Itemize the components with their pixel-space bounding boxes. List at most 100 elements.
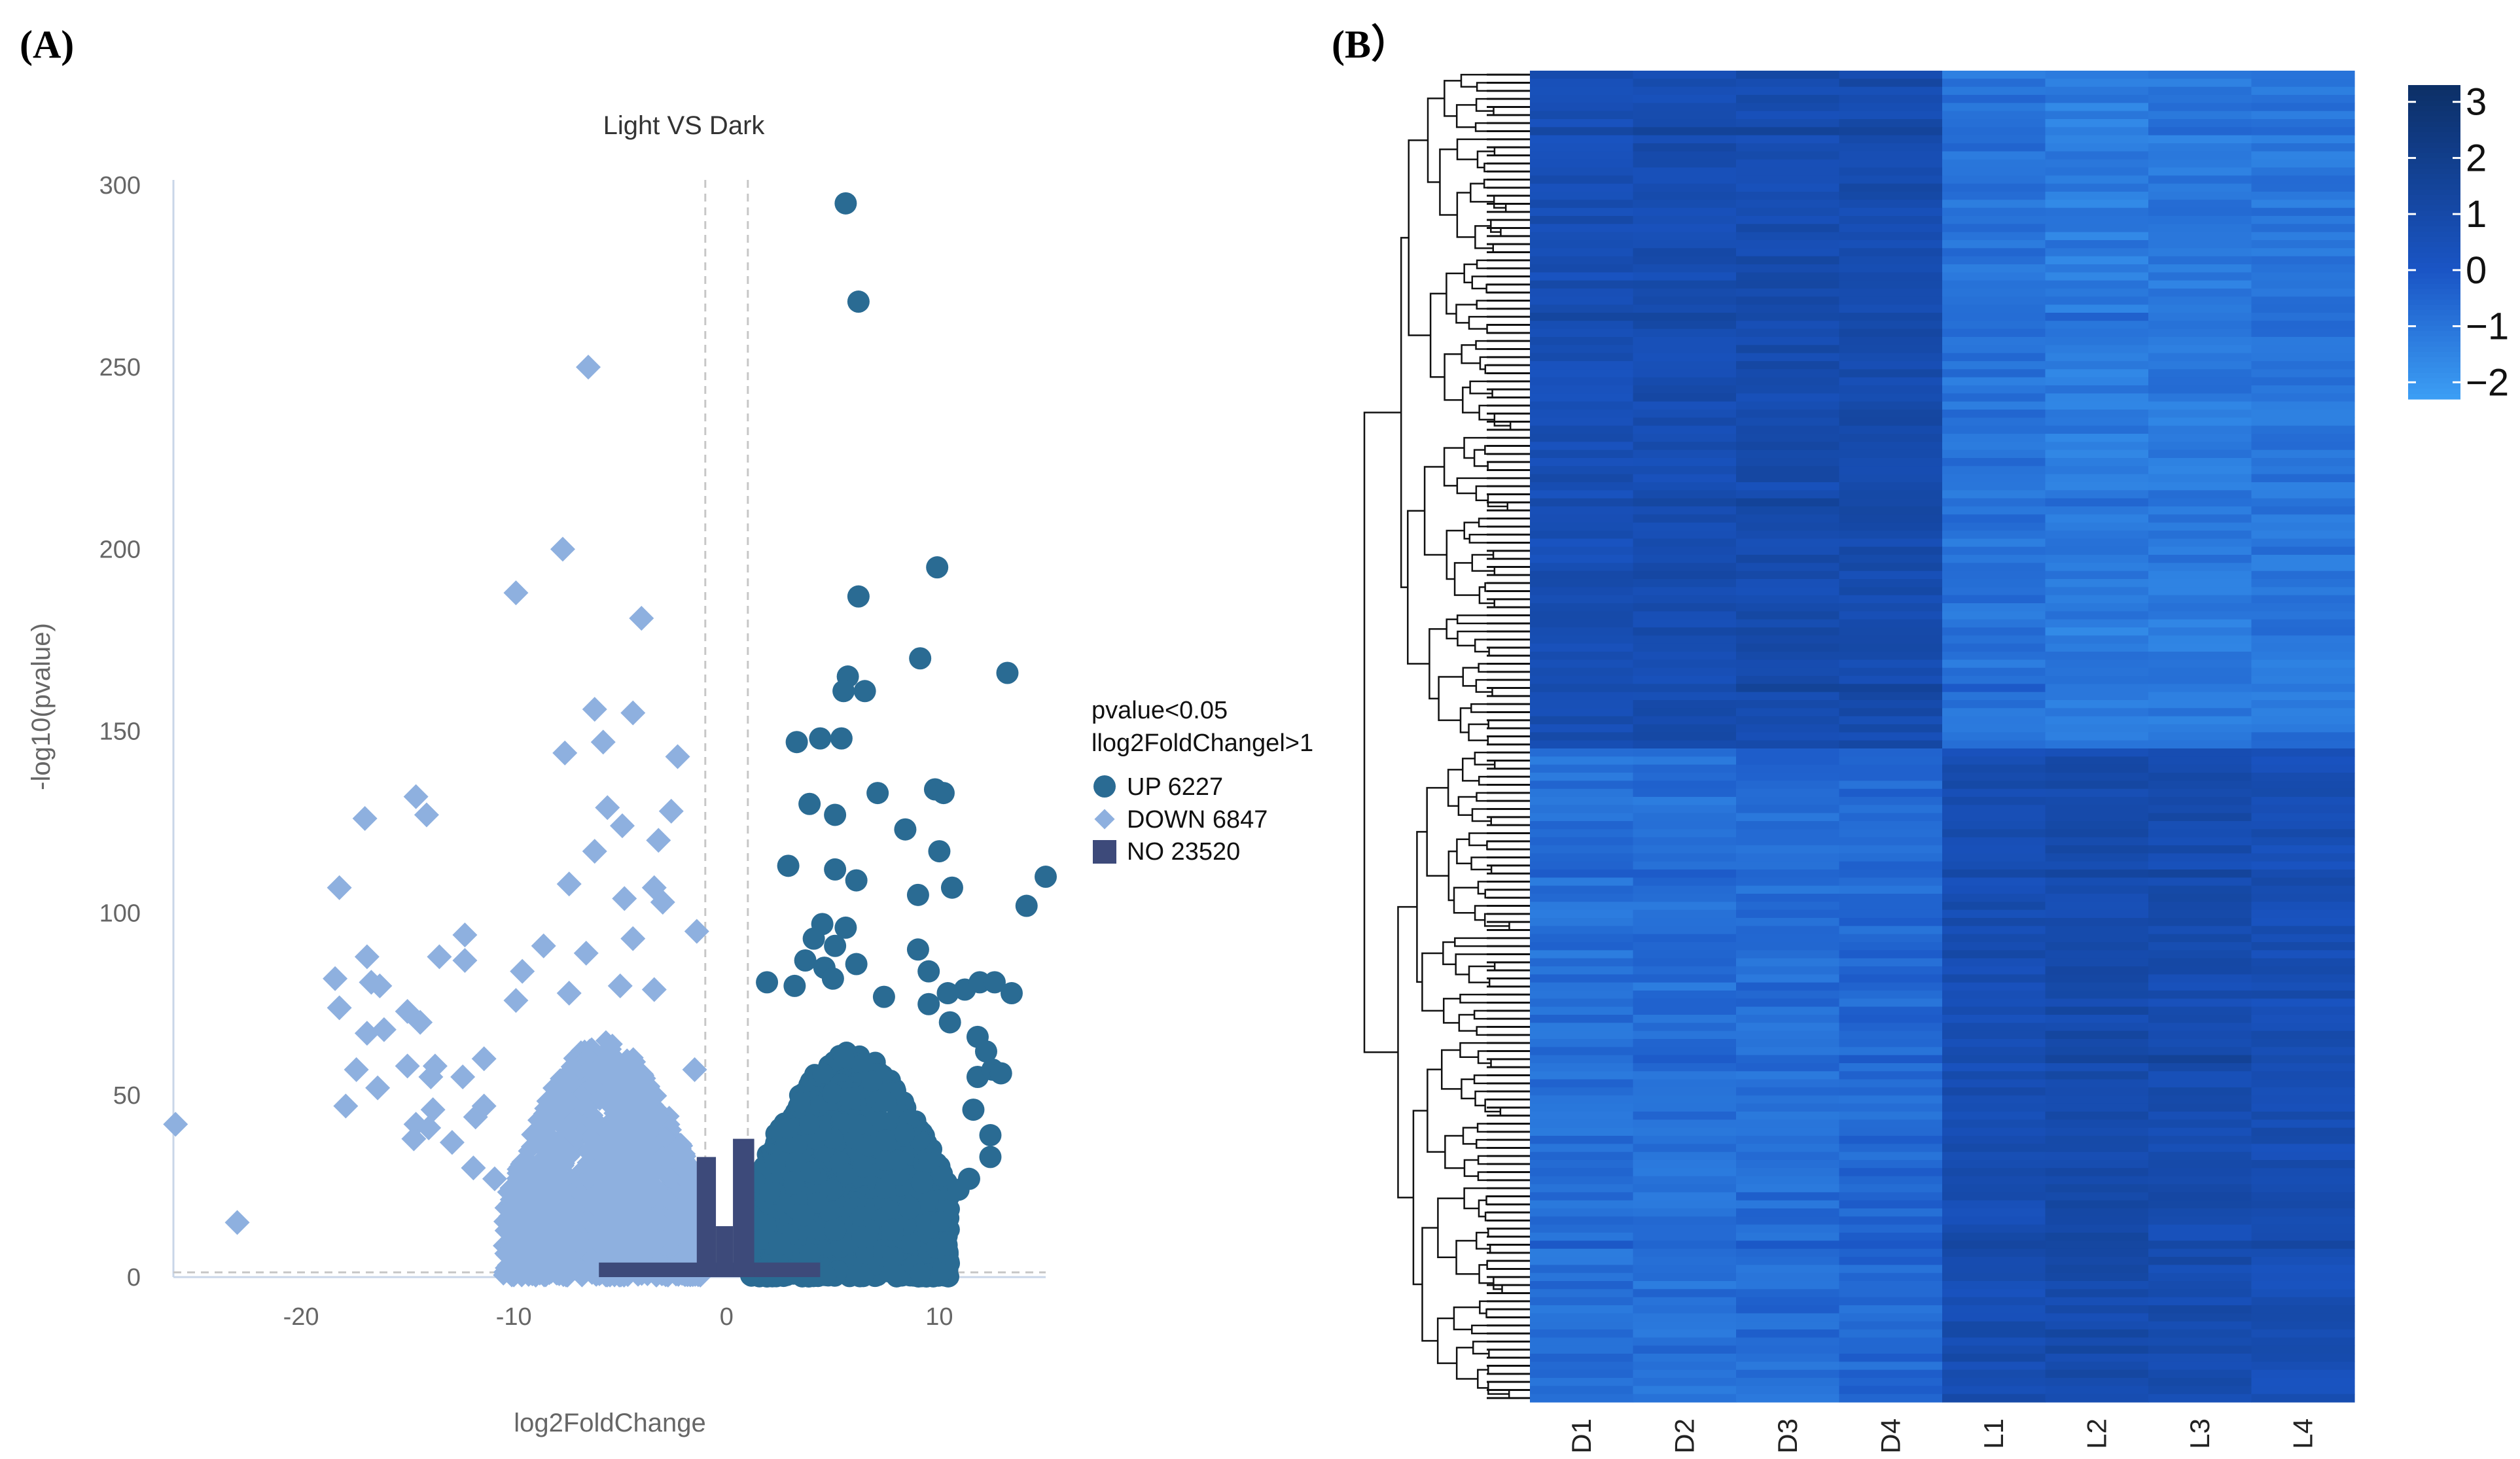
heatmap-cell [2251,676,2355,684]
dendrogram-branch [1442,941,1456,966]
down-point [471,1046,497,1072]
heatmap-cell [1736,200,1840,209]
dendrogram-branch [1453,562,1480,596]
up-cloud-point [881,1262,902,1284]
dendrogram-branch [1493,1276,1519,1290]
heatmap-cell [2045,86,2149,96]
heatmap-cell [1736,934,1840,943]
heatmap-cell [2148,934,2252,943]
heatmap-cell [2251,296,2355,306]
heatmap-cell [1839,902,1943,911]
heatmap-cell [1530,143,1634,152]
heatmap-cell [2045,385,2149,394]
heatmap-cell [1736,71,1840,79]
heatmap-cell [2148,1168,2252,1177]
heatmap-cell [1839,1136,1943,1144]
heatmap-cell [1736,991,1840,999]
heatmap-cell [2251,1079,2355,1088]
heatmap-cell [1530,514,1634,523]
heatmap-cell [1633,1362,1737,1371]
down-cloud-point [639,1076,661,1097]
heatmap-cell [1942,918,2046,926]
up-cloud-point [851,1157,873,1178]
dendrogram-branch [1499,1106,1519,1117]
heatmap-cell [1633,474,1737,483]
heatmap-cell [1942,1208,2046,1217]
heatmap-cell [2148,232,2252,241]
heatmap-cell [1530,474,1634,483]
heatmap-cell [2251,1321,2355,1330]
heatmap-cell [1942,232,2046,241]
heatmap-cell [1530,1354,1634,1362]
dendrogram-branch [1471,1324,1519,1335]
heatmap-cell [1736,918,1840,926]
heatmap-cell [2148,151,2252,160]
dendrogram-branch [1468,723,1489,741]
heatmap-cell [1942,805,2046,814]
down-point [556,981,582,1006]
heatmap-cell [1633,272,1737,281]
heatmap-cell [1942,143,2046,152]
heatmap-cell [1839,175,1943,185]
heatmap-cell [1839,304,1943,313]
dendrogram-branch [1470,703,1519,713]
dendrogram-branch [1471,808,1519,822]
heatmap-cell [1530,676,1634,684]
heatmap-cell [1736,1265,1840,1274]
heatmap-cell [2251,853,2355,862]
down-cloud-point [602,1049,624,1071]
up-cloud-point [859,1135,880,1157]
heatmap-cell [1633,1168,1737,1177]
heatmap-cell [2251,1095,2355,1104]
heatmap-cell [2148,982,2252,991]
heatmap-cell [2045,853,2149,862]
heatmap-cell [2045,135,2149,144]
heatmap-cell [1942,950,2046,959]
heatmap-cell [2045,595,2149,604]
heatmap-cell [1839,458,1943,466]
dendrogram-branch [1468,832,1519,847]
dendrogram-branch [1474,639,1519,653]
color-bar-segment [2408,336,2460,342]
heatmap-cell [1942,797,2046,805]
heatmap-cell [1530,264,1634,273]
heatmap-cell [1736,264,1840,273]
heatmap-cell [1839,159,1943,168]
heatmap-cell [1530,1071,1634,1080]
heatmap-cell [2148,773,2252,781]
up-point [983,971,1006,994]
heatmap-cell [1942,1030,2046,1040]
color-bar-segment [2408,148,2460,154]
dendrogram-branch [1468,533,1519,544]
heatmap-cell [2045,902,2149,911]
heatmap-cell [2148,86,2252,96]
heatmap-cell [1839,991,1943,999]
heatmap-cell [1530,1321,1634,1330]
heatmap-cell [2045,991,2149,999]
heatmap-cell [1839,1281,1943,1290]
heatmap-cell [2045,1345,2149,1354]
heatmap-cell [2251,1119,2355,1129]
dendrogram-branch [1447,851,1457,902]
heatmap-cell [1839,611,1943,620]
heatmap-cell [1942,1362,2046,1371]
heatmap-cell [2251,1233,2355,1241]
heatmap-cell [1530,643,1634,652]
heatmap-cell [2148,870,2252,878]
heatmap-cell [1633,659,1737,669]
dendrogram-branch [1475,97,1519,112]
up-point [928,840,951,863]
heatmap-cell [1839,296,1943,306]
heatmap-cell [2045,240,2149,249]
down-cloud-point [560,1056,582,1078]
down-point [365,1075,391,1100]
heatmap-column-label: L1 [1978,1418,2009,1449]
heatmap-cell [2251,813,2355,822]
heatmap-cell [2251,1103,2355,1112]
color-bar-segment [2408,96,2460,101]
heatmap-cell [2045,1047,2149,1056]
up-point [847,585,870,608]
down-point [620,700,646,726]
dendrogram-branch [1487,1227,1519,1238]
heatmap-cell [2148,643,2252,652]
